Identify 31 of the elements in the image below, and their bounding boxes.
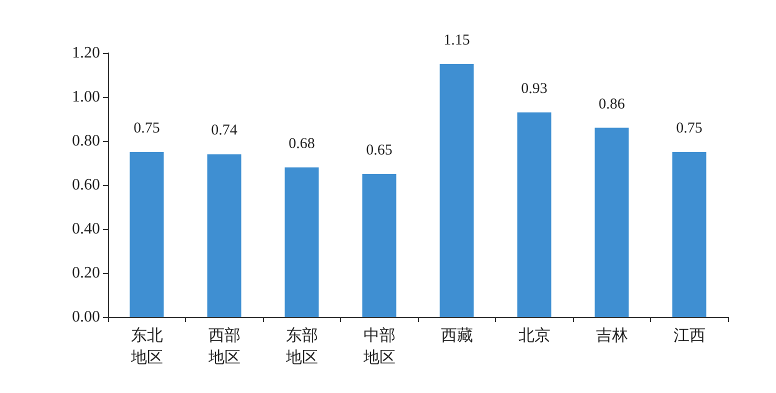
data-label: 0.75 xyxy=(134,120,160,136)
bar xyxy=(284,167,319,317)
y-tick-label: 0.00 xyxy=(72,308,100,326)
x-tick-label: 吉林 xyxy=(596,326,628,344)
y-tick-label: 0.60 xyxy=(72,176,100,194)
data-label: 0.65 xyxy=(366,142,392,158)
data-label: 1.15 xyxy=(444,32,470,48)
x-tick-label: 江西 xyxy=(673,328,706,344)
bar xyxy=(362,174,396,317)
data-label: 0.74 xyxy=(211,122,238,139)
bar xyxy=(130,152,164,317)
bar xyxy=(207,154,242,317)
x-tick-label: 东北地区 xyxy=(130,326,163,366)
data-label: 0.68 xyxy=(288,136,315,152)
bar xyxy=(517,112,552,317)
y-tick-label: 1.00 xyxy=(72,88,100,106)
y-tick-label: 0.80 xyxy=(72,132,100,150)
x-tick-label: 东部地区 xyxy=(284,326,318,366)
y-tick-label: 0.40 xyxy=(72,220,100,238)
data-label: 0.86 xyxy=(598,96,626,112)
data-label: 0.75 xyxy=(676,120,702,136)
x-tick-label: 西藏 xyxy=(440,326,473,344)
bar xyxy=(594,128,629,317)
x-tick-label: 中部地区 xyxy=(362,326,396,366)
x-tick-label: 西部地区 xyxy=(207,326,240,366)
x-tick-label: 北京 xyxy=(518,326,550,344)
y-tick-label: 1.20 xyxy=(72,44,100,62)
bar xyxy=(672,152,706,317)
data-label: 0.93 xyxy=(521,80,548,97)
y-tick-label: 0.20 xyxy=(72,264,100,282)
bar xyxy=(440,64,474,317)
